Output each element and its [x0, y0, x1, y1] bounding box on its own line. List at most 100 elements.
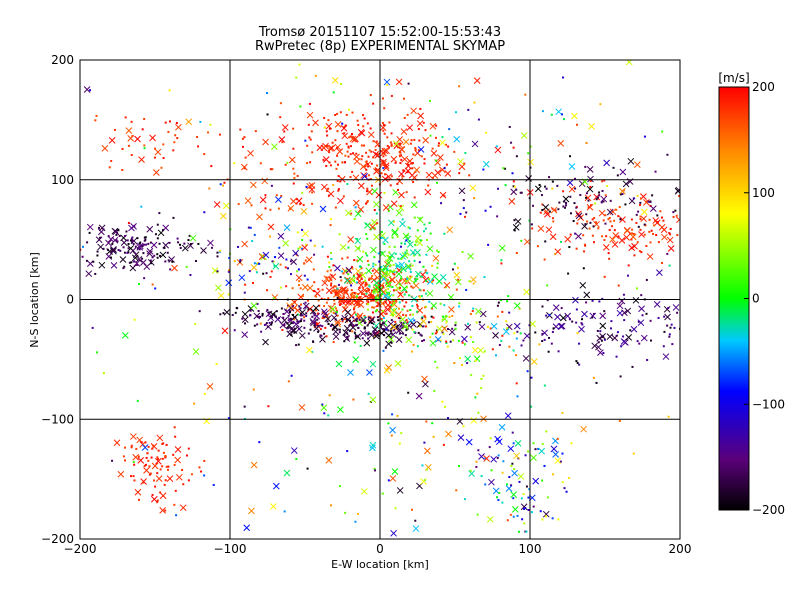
- data-point-dot: [397, 307, 400, 310]
- data-point-dot: [390, 332, 393, 335]
- data-point-x: [192, 348, 200, 355]
- data-point-dot: [471, 310, 474, 313]
- data-point-dot: [372, 102, 375, 105]
- data-point-dot: [439, 302, 442, 305]
- data-point-dot: [161, 465, 164, 468]
- data-point-x: [285, 322, 293, 329]
- data-point-dot: [355, 295, 358, 298]
- data-point-dot: [386, 84, 389, 87]
- data-point-dot: [116, 240, 119, 243]
- data-point-x: [477, 346, 485, 354]
- data-point-dot: [123, 235, 126, 238]
- data-point-dot: [632, 452, 635, 455]
- data-point-dot: [393, 269, 396, 272]
- data-point-dot: [243, 291, 246, 294]
- data-point-dot: [386, 271, 389, 274]
- data-point-x: [137, 456, 145, 464]
- data-point-dot: [381, 285, 384, 288]
- data-point-dot: [569, 155, 572, 158]
- data-point-dot: [461, 364, 464, 367]
- data-point-dot: [425, 292, 428, 295]
- data-point-dot: [138, 242, 141, 245]
- data-point-dot: [333, 289, 336, 292]
- data-point-dot: [381, 159, 384, 162]
- data-point-dot: [379, 276, 382, 279]
- data-point-dot: [544, 185, 547, 188]
- data-point-x: [666, 236, 674, 244]
- data-point-dot: [187, 238, 190, 241]
- data-point-dot: [524, 93, 527, 96]
- data-point-dot: [584, 196, 587, 199]
- data-point-x: [439, 139, 446, 147]
- data-point-dot: [362, 281, 365, 284]
- data-point-dot: [200, 470, 203, 473]
- data-point-dot: [322, 146, 325, 149]
- data-point-dot: [326, 134, 329, 137]
- data-point-dot: [423, 162, 426, 165]
- data-point-x: [127, 245, 135, 252]
- data-point-x: [527, 158, 534, 166]
- grid-lines: [80, 60, 680, 539]
- data-point-dot: [99, 236, 102, 239]
- data-point-dot: [156, 256, 159, 259]
- data-point-dot: [447, 417, 450, 420]
- data-point-dot: [336, 130, 339, 133]
- data-point-x: [302, 230, 309, 238]
- data-point-dot: [351, 133, 354, 136]
- data-point-dot: [349, 323, 352, 326]
- data-point-x: [390, 301, 398, 308]
- data-point-dot: [382, 155, 385, 158]
- data-point-x: [384, 306, 392, 313]
- data-point-x: [410, 321, 417, 328]
- data-point-dot: [164, 121, 167, 124]
- data-point-dot: [403, 288, 406, 291]
- data-point-x: [575, 210, 582, 218]
- data-point-dot: [369, 94, 372, 97]
- data-point-dot: [515, 382, 518, 385]
- data-point-x: [122, 332, 129, 339]
- data-point-dot: [371, 269, 374, 272]
- colorbar-tick-label: −100: [752, 397, 785, 411]
- data-point-dot: [515, 252, 518, 255]
- data-point-dot: [405, 314, 408, 317]
- data-point-dot: [519, 332, 522, 335]
- data-point-dot: [330, 257, 333, 260]
- data-point-x: [319, 205, 327, 213]
- data-point-x: [135, 255, 143, 263]
- data-point-dot: [321, 316, 324, 319]
- data-point-dot: [411, 508, 414, 511]
- data-point-dot: [386, 136, 389, 139]
- data-point-x: [379, 124, 387, 131]
- data-point-dot: [305, 185, 308, 188]
- data-point-x: [483, 455, 490, 462]
- data-point-dot: [523, 507, 526, 510]
- data-point-dot: [366, 201, 369, 204]
- data-point-x: [586, 166, 594, 173]
- data-point-dot: [323, 412, 326, 415]
- data-point-dot: [669, 227, 672, 230]
- data-point-dot: [313, 253, 316, 256]
- data-point-dot: [645, 278, 648, 281]
- data-point-dot: [431, 422, 434, 425]
- data-point-dot: [129, 239, 132, 242]
- data-point-dot: [296, 270, 299, 273]
- data-point-dot: [563, 200, 566, 203]
- data-point-dot: [360, 144, 363, 147]
- data-point-x: [426, 245, 434, 253]
- data-point-dot: [381, 310, 384, 313]
- data-point-dot: [465, 288, 468, 291]
- data-point-dot: [462, 207, 465, 210]
- data-point-dot: [445, 321, 448, 324]
- data-point-dot: [261, 314, 264, 317]
- data-point-x: [312, 304, 320, 312]
- data-point-dot: [513, 332, 516, 335]
- data-point-dot: [393, 220, 396, 223]
- data-point-dot: [121, 168, 124, 171]
- data-point-x: [250, 302, 258, 310]
- data-point-dot: [342, 272, 345, 275]
- data-point-dot: [335, 309, 338, 312]
- data-point-dot: [292, 127, 295, 130]
- data-point-x: [250, 264, 258, 271]
- data-point-dot: [544, 240, 547, 243]
